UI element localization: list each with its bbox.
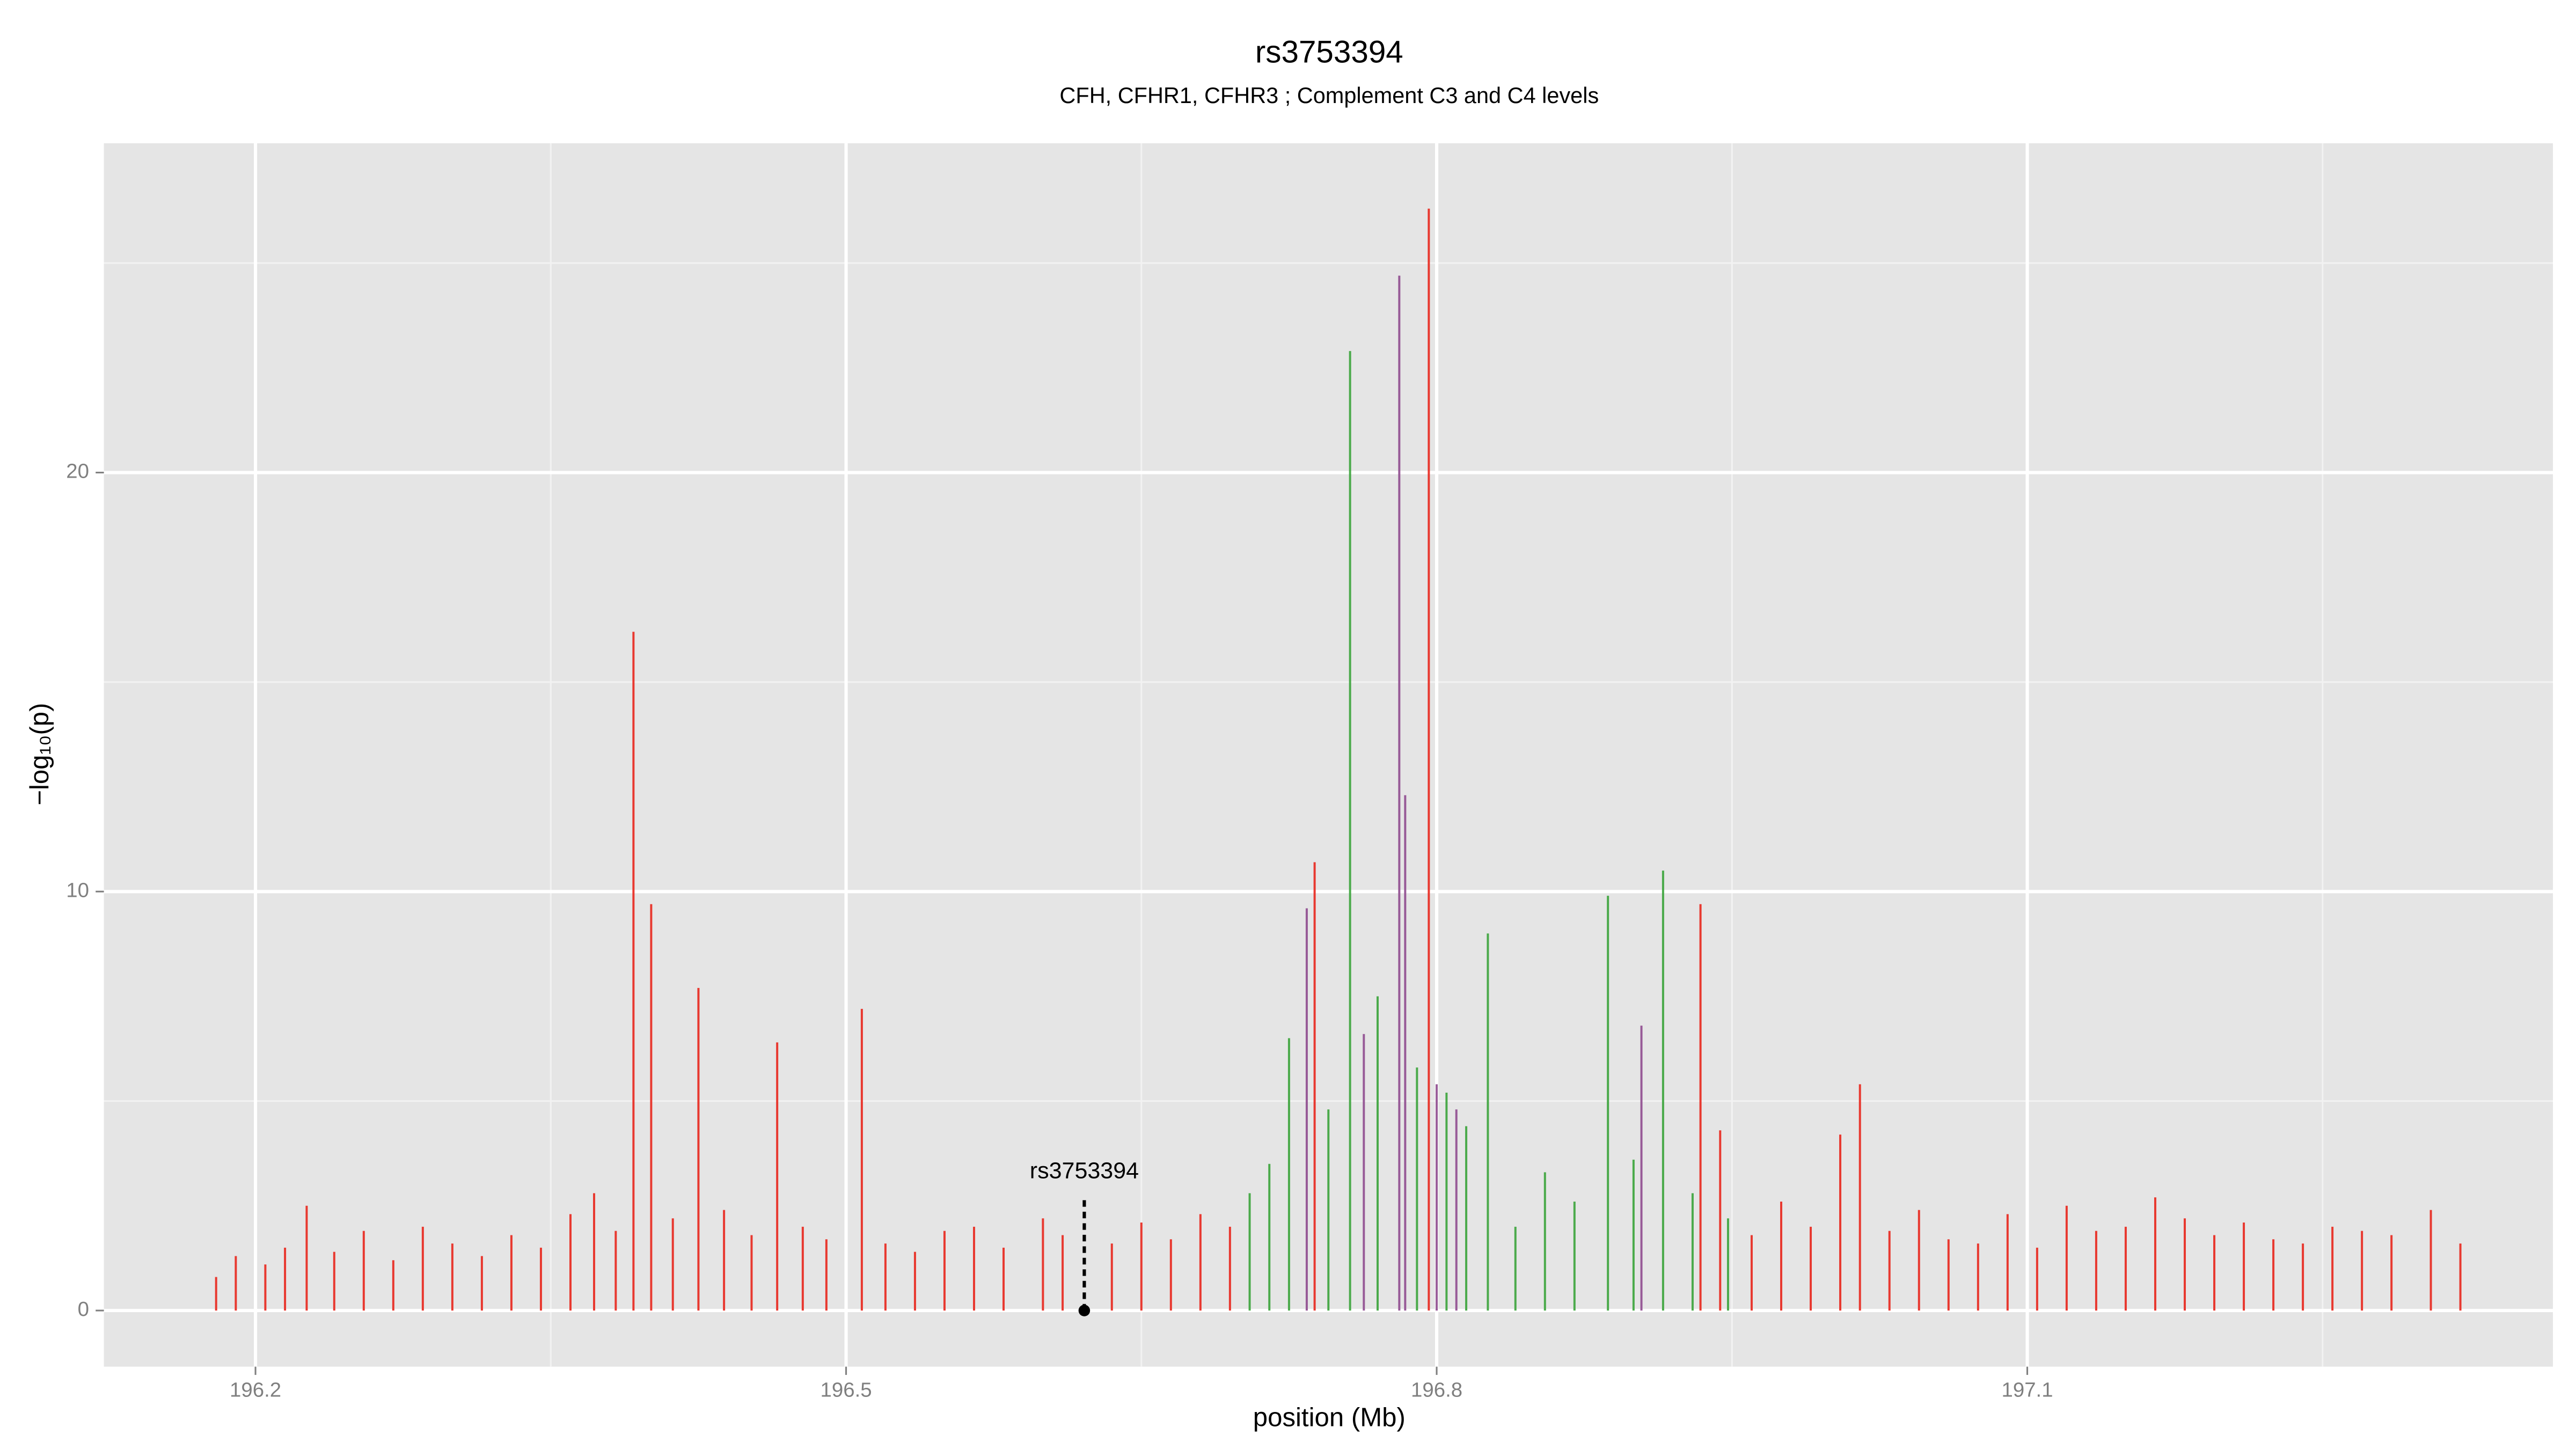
x-tick-label: 197.1: [2001, 1379, 2053, 1402]
x-tick-label: 196.2: [230, 1379, 281, 1402]
chart-title: rs3753394: [1255, 35, 1403, 70]
y-tick-label: 20: [66, 460, 89, 483]
y-axis-title: −log₁₀(p): [25, 703, 54, 806]
x-tick-label: 196.5: [820, 1379, 872, 1402]
marks: [215, 208, 2462, 1311]
x-axis-title: position (Mb): [1253, 1403, 1406, 1432]
annotation-label: rs3753394: [1030, 1158, 1139, 1184]
y-tick-label: 10: [66, 879, 89, 902]
x-tick-label: 196.8: [1411, 1379, 1462, 1402]
chart-subtitle: CFH, CFHR1, CFHR3 ; Complement C3 and C4…: [1059, 83, 1599, 108]
annotation-point: [1078, 1305, 1091, 1316]
y-tick-label: 0: [78, 1298, 89, 1321]
